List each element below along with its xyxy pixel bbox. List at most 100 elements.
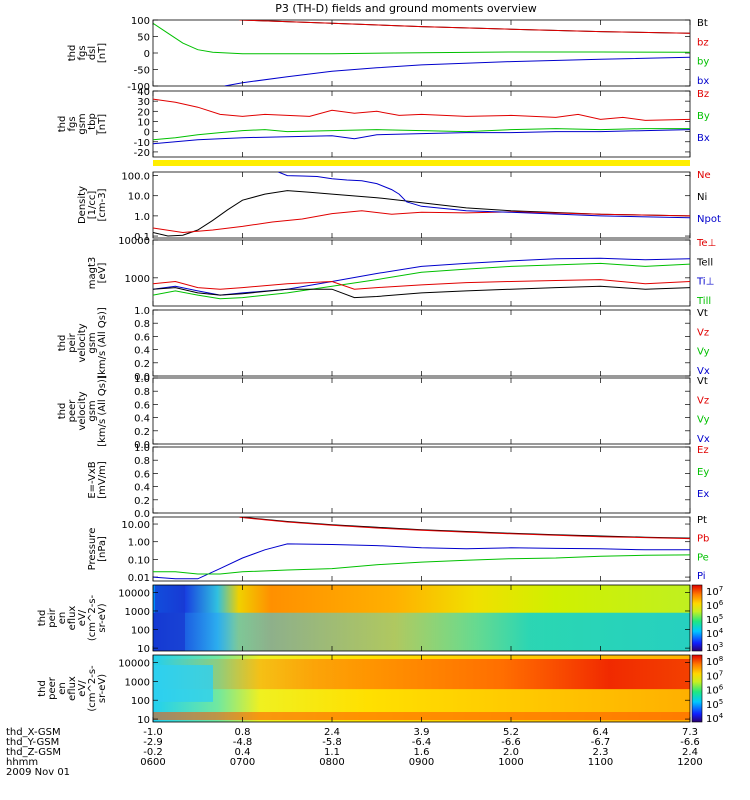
axis-row-value: 7.3 — [682, 727, 698, 738]
ylabel-line: [eV] — [97, 263, 108, 284]
legend-entry-Ti⊥: Ti⊥ — [696, 277, 714, 288]
ytick-label: -10 — [134, 138, 150, 149]
spectrogram-cyan-band — [153, 665, 213, 702]
legend-entry-Vz: Vz — [697, 327, 709, 338]
series-Te⊥ — [153, 279, 690, 290]
ytick-label: 30 — [137, 97, 150, 108]
panel-frame — [152, 446, 691, 514]
ytick-label: 0.01 — [128, 573, 150, 584]
ytick-label: 0.2 — [134, 359, 150, 370]
ylabel-line: eV/ — [77, 680, 88, 697]
series-Ni — [153, 190, 690, 237]
ylabel-line: sr-eV) — [97, 603, 108, 632]
ylabel-line: [nPa] — [97, 536, 108, 562]
axis-row-value: 2.3 — [593, 747, 609, 758]
legend-entry-Bz: Bz — [697, 89, 709, 100]
ylabel-line: [cm-3] — [97, 188, 108, 221]
axis-row-label: thd_Z-GSM — [6, 747, 61, 758]
ytick-label: -20 — [134, 148, 150, 159]
ylabel-line: [km/s (All Qs)] — [97, 307, 108, 379]
ylabel: E=-VxB [mV/m] — [87, 461, 108, 499]
axis-row-value: 0900 — [409, 757, 434, 768]
ylabel-line: gsm — [87, 400, 98, 421]
ylabel-line: magt3 — [87, 257, 98, 290]
ylabel: Density [1/cc] [cm-3] — [77, 186, 108, 224]
axis-row-value: 0800 — [319, 757, 344, 768]
colorbar-label: 107 — [706, 585, 723, 598]
ylabel-line: [nT] — [97, 43, 108, 63]
ytick-label: 0.8 — [134, 319, 150, 330]
panel-flag_bar — [153, 160, 690, 166]
panel-frame — [152, 309, 691, 377]
ylabel-line: _tbp — [87, 113, 98, 136]
legend-entry-Ez: Ez — [697, 445, 709, 456]
legend-entry-Vz: Vz — [697, 395, 709, 406]
ylabel: thd peer velocity gsm [km/s (All Qs)] — [57, 375, 108, 447]
series-Pi — [153, 543, 690, 580]
ytick-label: 10 — [137, 644, 150, 655]
ylabel-line: peir — [47, 607, 58, 627]
ylabel: thd peir en eflux eV/(cm^2-s-sr-eV) — [37, 594, 108, 641]
ytick-label: 0.4 — [134, 414, 150, 425]
series-bz — [239, 20, 690, 34]
panel-peer_velocity: 1.0 0.8 0.6 0.4 0.2 0.0 thd peer velocity gsm [km/… — [57, 374, 710, 451]
axis-row-value: 6.4 — [593, 727, 609, 738]
legend-entry-by: by — [697, 57, 709, 68]
legend-entry-Vt: Vt — [697, 308, 708, 319]
panel-frame — [152, 171, 691, 239]
colorbar-label: 104 — [706, 712, 724, 725]
panel-frame — [152, 377, 691, 445]
ytick-label: 0 — [144, 49, 150, 60]
colorbar-label: 105 — [706, 698, 723, 711]
legend-entry-Npot: Npot — [697, 214, 721, 225]
spectrogram-low-energy — [153, 612, 690, 651]
ytick-label: 100 — [131, 696, 150, 707]
ytick-label: 0.6 — [134, 469, 150, 480]
panel-frame — [152, 90, 691, 158]
series-Till — [153, 262, 690, 300]
ytick-label: 1000 — [125, 274, 150, 285]
panel-pressure: 10.00 1.00 0.10 0.01 Pressure [nPa] Pt Pb Pe Pi — [87, 515, 709, 584]
ylabel-line: peer — [67, 399, 78, 423]
legend-entry-Vt: Vt — [697, 376, 708, 387]
ytick-label: 50 — [137, 33, 150, 44]
axis-row-value: -6.7 — [591, 737, 611, 748]
ytick-label: 1000 — [125, 677, 150, 688]
ylabel-line: fgs — [67, 116, 78, 131]
spectrogram-hot-band — [153, 659, 690, 690]
panel-frame — [152, 239, 691, 307]
legend-entry-Pt: Pt — [697, 515, 707, 526]
time-axis: thd_X-GSM -1.0 0.8 2.4 3.9 5.2 6.4 7.3 thd_Y-GSM… — [6, 727, 703, 768]
legend-entry-bz: bz — [697, 37, 709, 48]
ytick-label: 1.00 — [128, 538, 150, 549]
ylabel-line: thd — [57, 335, 68, 352]
ytick-label: 0.6 — [134, 400, 150, 411]
ytick-label: 1000 — [125, 607, 150, 618]
legend-entry-Bt: Bt — [697, 18, 708, 29]
series-Bz — [153, 98, 690, 121]
legend-entry-bx: bx — [697, 76, 709, 87]
axis-row-value: 1000 — [498, 757, 523, 768]
panel-fgs_dsl: 100 50 0 -50 -100 thd fgs dsl [nT] Bt bz by bx — [67, 16, 709, 93]
ylabel-line: velocity — [77, 391, 88, 430]
legend-entry-Ey: Ey — [697, 467, 709, 478]
ylabel-line: dsl — [87, 46, 98, 60]
colorbar-label: 107 — [706, 669, 723, 682]
legend-entry-Tell: Tell — [696, 257, 713, 268]
ylabel: magt3 [eV] — [87, 257, 108, 290]
series-Ti⊥ — [153, 257, 690, 296]
ylabel: thd peer en eflux eV/(cm^2-s-sr-eV) — [37, 665, 108, 712]
ytick-label: 10.00 — [121, 520, 150, 531]
ylabel: thd fgs dsl [nT] — [67, 43, 108, 63]
ylabel-line: en — [57, 612, 68, 625]
legend-entry-Te⊥: Te⊥ — [696, 238, 716, 249]
ytick-label: 0.8 — [134, 456, 150, 467]
axis-row-label: hhmm — [6, 757, 38, 768]
ylabel-line: eflux — [67, 676, 78, 701]
axis-row-value: 0.8 — [235, 727, 251, 738]
colorbar-gradient — [691, 654, 703, 723]
ytick-label: 100 — [131, 16, 150, 27]
